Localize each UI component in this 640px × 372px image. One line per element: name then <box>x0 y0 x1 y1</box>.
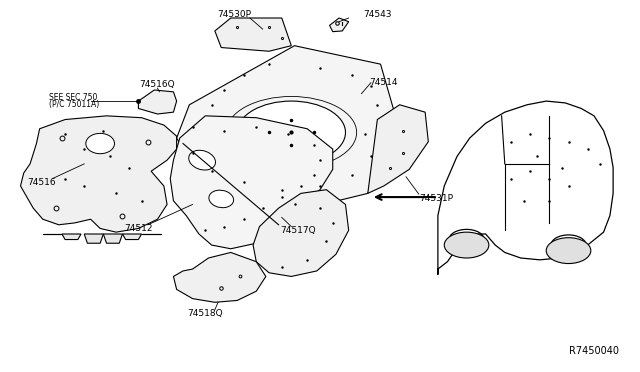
Text: R7450040: R7450040 <box>570 346 620 356</box>
Text: 74516: 74516 <box>27 178 56 187</box>
Text: 74516Q: 74516Q <box>140 80 175 89</box>
Text: 74518Q: 74518Q <box>188 309 223 318</box>
Circle shape <box>444 232 489 258</box>
Polygon shape <box>122 234 141 240</box>
Ellipse shape <box>189 150 216 170</box>
Circle shape <box>546 238 591 263</box>
Polygon shape <box>62 234 81 240</box>
Text: 74517Q: 74517Q <box>280 226 316 235</box>
Polygon shape <box>20 116 177 232</box>
Polygon shape <box>84 234 103 243</box>
Polygon shape <box>173 253 266 302</box>
Polygon shape <box>253 190 349 276</box>
Text: 74514: 74514 <box>369 78 398 87</box>
Polygon shape <box>177 46 396 208</box>
Ellipse shape <box>209 190 234 208</box>
Text: 74512: 74512 <box>124 224 153 233</box>
Text: (P/C 75011A): (P/C 75011A) <box>49 100 99 109</box>
Polygon shape <box>330 18 349 32</box>
Polygon shape <box>368 105 428 193</box>
Text: SEE SEC.750: SEE SEC.750 <box>49 93 97 102</box>
Text: 74543: 74543 <box>363 10 392 19</box>
Polygon shape <box>215 18 291 51</box>
Text: 74531P: 74531P <box>419 195 452 203</box>
Circle shape <box>237 101 346 164</box>
Polygon shape <box>103 234 122 243</box>
Polygon shape <box>170 116 333 249</box>
Polygon shape <box>138 90 177 114</box>
Text: 74530P: 74530P <box>217 10 251 19</box>
Ellipse shape <box>86 134 115 154</box>
Polygon shape <box>438 101 613 275</box>
